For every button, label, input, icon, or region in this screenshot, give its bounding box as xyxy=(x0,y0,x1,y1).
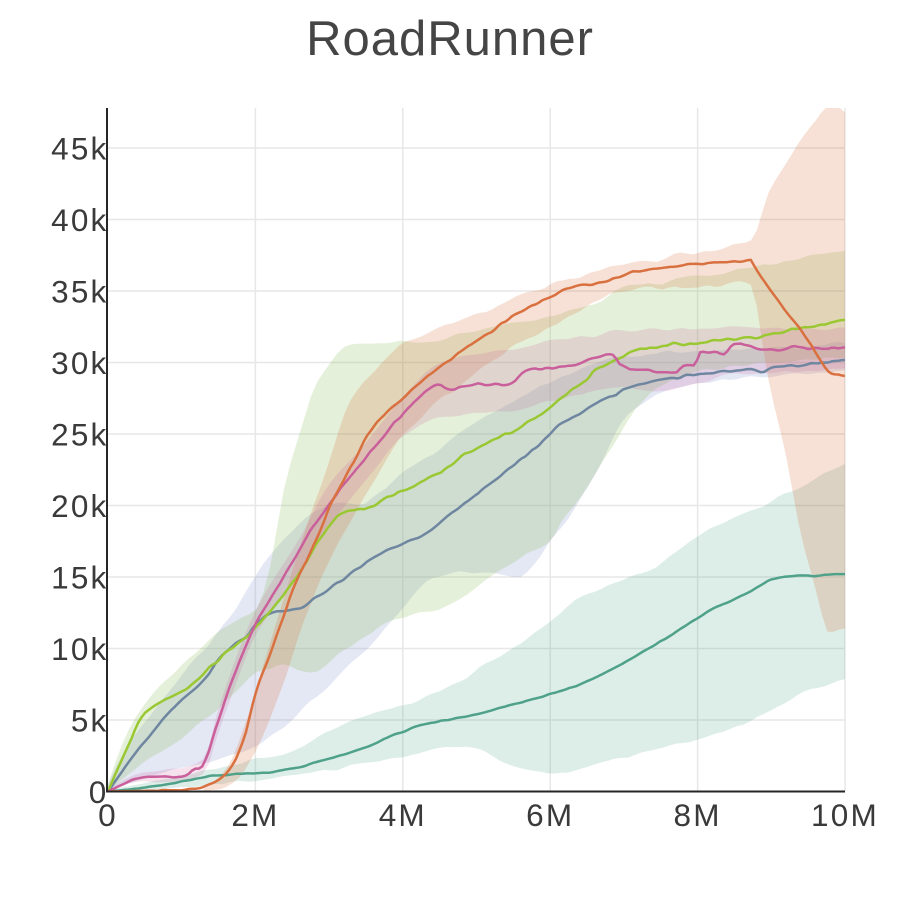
svg-text:30k: 30k xyxy=(51,345,108,381)
svg-text:10k: 10k xyxy=(51,631,108,667)
svg-text:2M: 2M xyxy=(231,797,279,833)
svg-text:10M: 10M xyxy=(811,797,879,833)
svg-text:45k: 45k xyxy=(51,131,108,167)
svg-text:25k: 25k xyxy=(51,417,108,453)
svg-text:6M: 6M xyxy=(526,797,574,833)
svg-text:15k: 15k xyxy=(51,560,108,596)
svg-text:0: 0 xyxy=(89,774,109,810)
svg-text:5k: 5k xyxy=(71,703,109,739)
svg-text:8M: 8M xyxy=(674,797,722,833)
svg-text:0: 0 xyxy=(98,797,118,833)
svg-text:4M: 4M xyxy=(379,797,427,833)
svg-text:RoadRunner: RoadRunner xyxy=(306,12,594,66)
svg-text:40k: 40k xyxy=(51,202,108,238)
svg-text:20k: 20k xyxy=(51,488,108,524)
svg-text:35k: 35k xyxy=(51,274,108,310)
